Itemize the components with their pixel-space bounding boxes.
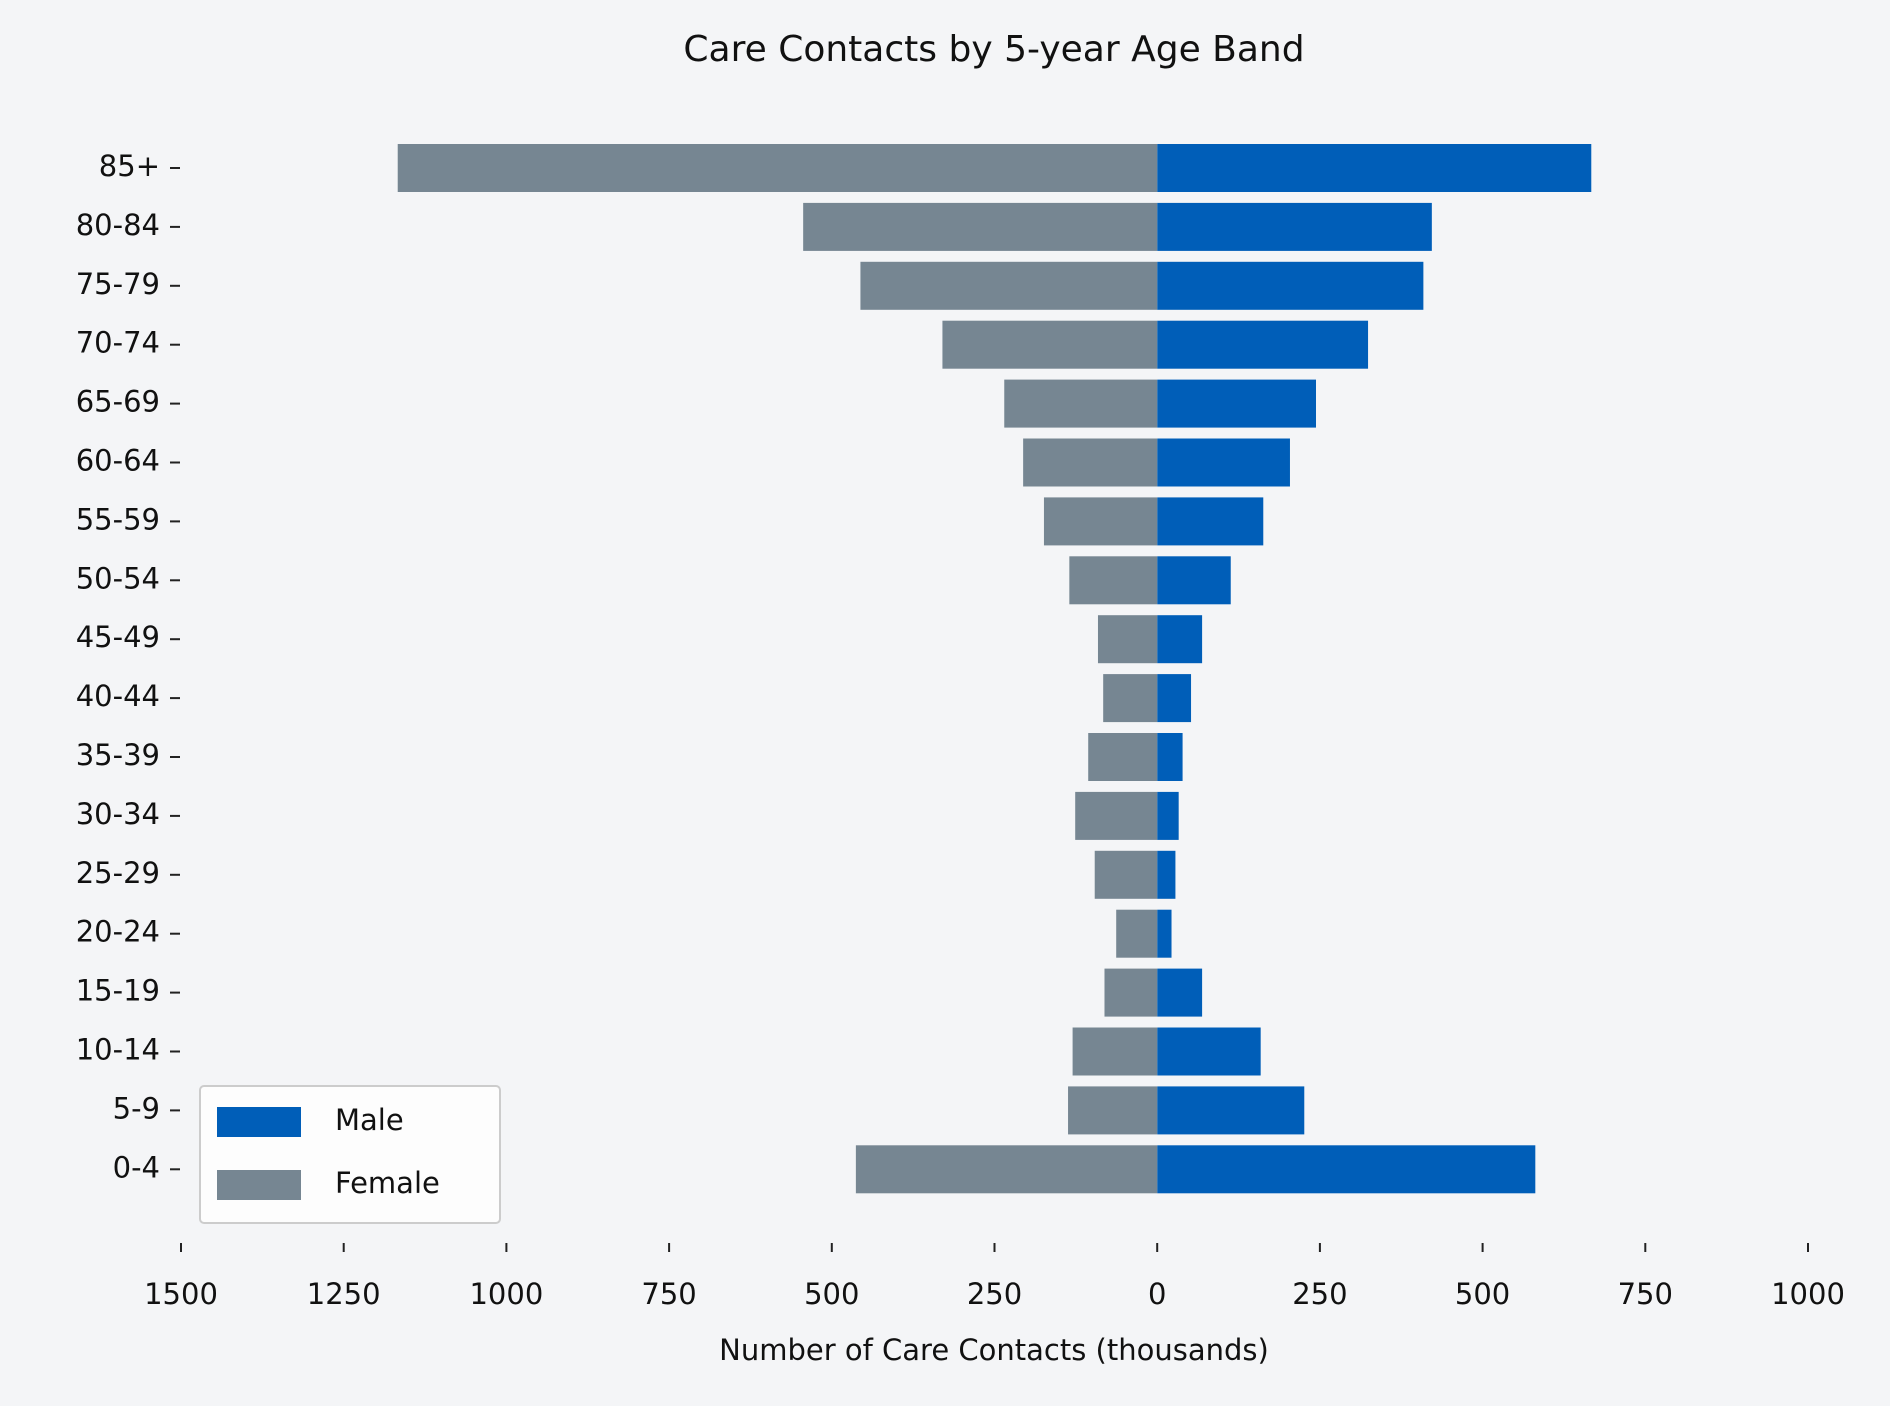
y-tick-label: 5-9 bbox=[113, 1091, 160, 1125]
y-tick-label: 50-54 bbox=[76, 561, 160, 595]
y-tick-label: 85+ bbox=[99, 149, 160, 183]
x-tick-label: 250 bbox=[967, 1277, 1022, 1311]
y-tick-label: 30-34 bbox=[76, 797, 160, 831]
bar bbox=[1068, 1086, 1158, 1135]
x-tick-label: 750 bbox=[641, 1277, 696, 1311]
legend-label: Male bbox=[335, 1103, 404, 1137]
bar bbox=[1157, 556, 1231, 605]
y-tick-label: 0-4 bbox=[113, 1150, 160, 1184]
y-tick-label: 15-19 bbox=[76, 974, 160, 1008]
bar bbox=[1116, 909, 1158, 958]
bar bbox=[1157, 1145, 1536, 1194]
y-tick-label: 80-84 bbox=[76, 208, 160, 242]
bar bbox=[1157, 202, 1432, 251]
bar bbox=[803, 202, 1158, 251]
x-tick-label: 250 bbox=[1292, 1277, 1347, 1311]
bar bbox=[1103, 674, 1158, 723]
x-tick-label: 1000 bbox=[469, 1277, 543, 1311]
x-tick-label: 0 bbox=[1148, 1277, 1166, 1311]
bar bbox=[1157, 379, 1316, 428]
bar bbox=[397, 144, 1158, 192]
bar bbox=[1157, 438, 1290, 487]
bar bbox=[860, 261, 1158, 310]
bar bbox=[1075, 791, 1158, 840]
bar bbox=[1004, 379, 1158, 428]
bar bbox=[1157, 674, 1192, 723]
bar bbox=[1094, 850, 1158, 899]
y-tick-label: 45-49 bbox=[76, 620, 160, 654]
y-tick-label: 40-44 bbox=[76, 679, 160, 713]
x-tick-label: 1250 bbox=[307, 1277, 381, 1311]
y-tick-label: 55-59 bbox=[76, 502, 160, 536]
chart-title: Care Contacts by 5-year Age Band bbox=[683, 29, 1304, 70]
y-tick-label: 75-79 bbox=[76, 267, 160, 301]
bar bbox=[1104, 968, 1158, 1017]
bar bbox=[1043, 497, 1158, 546]
legend-swatch bbox=[217, 1107, 301, 1137]
legend: Male Female bbox=[199, 1085, 501, 1224]
legend-label: Female bbox=[335, 1166, 440, 1200]
bar bbox=[1072, 1027, 1158, 1076]
y-tick-label: 10-14 bbox=[76, 1033, 160, 1067]
bar bbox=[1097, 615, 1158, 664]
y-tick-label: 60-64 bbox=[76, 444, 160, 478]
x-tick-label: 1500 bbox=[144, 1277, 218, 1311]
bar bbox=[942, 320, 1158, 369]
x-tick-label: 500 bbox=[804, 1277, 859, 1311]
y-tick-label: 65-69 bbox=[76, 385, 160, 419]
y-tick-label: 35-39 bbox=[76, 738, 160, 772]
y-tick-label: 70-74 bbox=[76, 326, 160, 360]
bar bbox=[855, 1145, 1158, 1194]
bar bbox=[1023, 438, 1158, 487]
y-tick-label: 20-24 bbox=[76, 915, 160, 949]
x-tick-label: 1000 bbox=[1771, 1277, 1845, 1311]
bar bbox=[1157, 850, 1176, 899]
bar bbox=[1157, 909, 1172, 958]
bar bbox=[1069, 556, 1158, 605]
bar bbox=[1157, 1086, 1305, 1135]
x-axis-label: Number of Care Contacts (thousands) bbox=[719, 1333, 1269, 1367]
bar bbox=[1157, 615, 1203, 664]
bar bbox=[1157, 791, 1179, 840]
bar bbox=[1157, 733, 1183, 781]
bar bbox=[1157, 1027, 1261, 1076]
legend-swatch bbox=[217, 1170, 301, 1200]
bar bbox=[1157, 144, 1592, 192]
bar bbox=[1157, 968, 1203, 1017]
x-tick-label: 750 bbox=[1618, 1277, 1673, 1311]
y-tick-label: 25-29 bbox=[76, 856, 160, 890]
bar bbox=[1157, 320, 1369, 369]
bar bbox=[1157, 497, 1264, 546]
bar bbox=[1157, 261, 1424, 310]
bar bbox=[1088, 733, 1158, 781]
x-tick-label: 500 bbox=[1455, 1277, 1510, 1311]
